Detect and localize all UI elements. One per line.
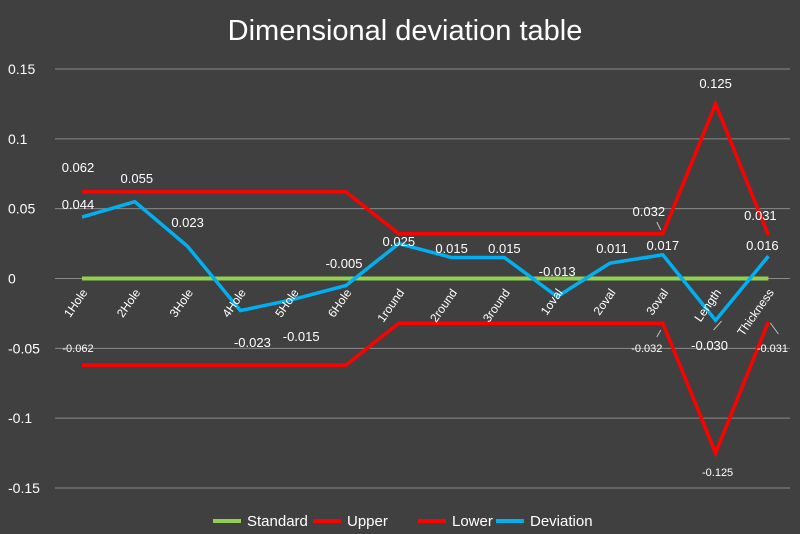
y-tick-label: -0.15 xyxy=(8,480,40,496)
data-label: 0.031 xyxy=(744,208,777,223)
x-tick-label: 2oval xyxy=(591,286,619,318)
legend: Standard Upper Lower Deviation xyxy=(213,513,593,530)
x-tick-label: 1Hole xyxy=(61,286,91,320)
label-leader xyxy=(713,320,722,331)
data-label: -0.032 xyxy=(631,343,662,355)
data-label: 0.015 xyxy=(488,241,521,256)
legend-label-lower: Lower xyxy=(452,513,493,530)
x-tick-label: 1round xyxy=(374,286,407,325)
data-label: 0.023 xyxy=(171,215,204,230)
data-label: -0.062 xyxy=(62,343,93,355)
data-label: -0.031 xyxy=(757,343,788,355)
data-label: 0.032 xyxy=(633,204,666,219)
data-label: 0.062 xyxy=(62,160,95,175)
data-label: 0.125 xyxy=(699,76,732,91)
x-axis-ticks: 1Hole 2Hole 3Hole 4Hole 5Hole 6Hole 1round 2rou… xyxy=(61,286,777,339)
y-tick-label: 0.15 xyxy=(8,61,35,77)
y-tick-label: 0.05 xyxy=(8,201,35,217)
x-tick-label: 2Hole xyxy=(114,286,144,320)
y-tick-label: 0 xyxy=(8,271,16,287)
x-tick-label: 2round xyxy=(427,286,460,325)
data-label: -0.023 xyxy=(234,335,271,350)
series-line-upper xyxy=(82,99,771,236)
legend-label-deviation: Deviation xyxy=(530,513,593,530)
data-label: -0.013 xyxy=(539,264,576,279)
data-label: 0.011 xyxy=(596,241,628,256)
label-leader xyxy=(656,329,662,338)
series-line-lower xyxy=(82,321,771,458)
chart-title: Dimensional deviation table xyxy=(228,15,583,47)
x-tick-label: 3oval xyxy=(643,286,671,318)
series-lines xyxy=(81,99,771,458)
data-label: 0.017 xyxy=(647,238,680,253)
x-tick-label: 3Hole xyxy=(167,286,197,320)
y-tick-label: -0.05 xyxy=(8,340,40,356)
data-label: -0.015 xyxy=(283,329,320,344)
x-tick-label: 1oval xyxy=(538,286,566,318)
data-label: -0.005 xyxy=(326,256,363,271)
data-label: 0.044 xyxy=(62,197,95,212)
data-labels: 0.062 0.032 0.125 0.031 -0.062 -0.032 -0.125 -0… xyxy=(62,76,788,479)
x-tick-label: Thickness xyxy=(734,286,776,338)
data-label: -0.030 xyxy=(691,338,728,353)
data-label: 0.015 xyxy=(435,241,468,256)
x-tick-label: 3round xyxy=(480,286,513,325)
series-line-deviation xyxy=(81,199,770,324)
legend-label-upper: Upper xyxy=(347,513,388,530)
y-tick-label: -0.1 xyxy=(8,410,32,426)
data-label: -0.125 xyxy=(702,467,733,479)
label-leader xyxy=(656,221,662,231)
data-label: 0.055 xyxy=(121,171,154,186)
data-label: 0.025 xyxy=(383,234,416,249)
y-axis-ticks: 0.15 0.1 0.05 0 -0.05 -0.1 -0.15 xyxy=(8,61,40,496)
y-tick-label: 0.1 xyxy=(8,131,28,147)
legend-label-standard: Standard xyxy=(247,513,308,530)
label-leader xyxy=(769,322,779,335)
data-label: 0.016 xyxy=(746,238,779,253)
